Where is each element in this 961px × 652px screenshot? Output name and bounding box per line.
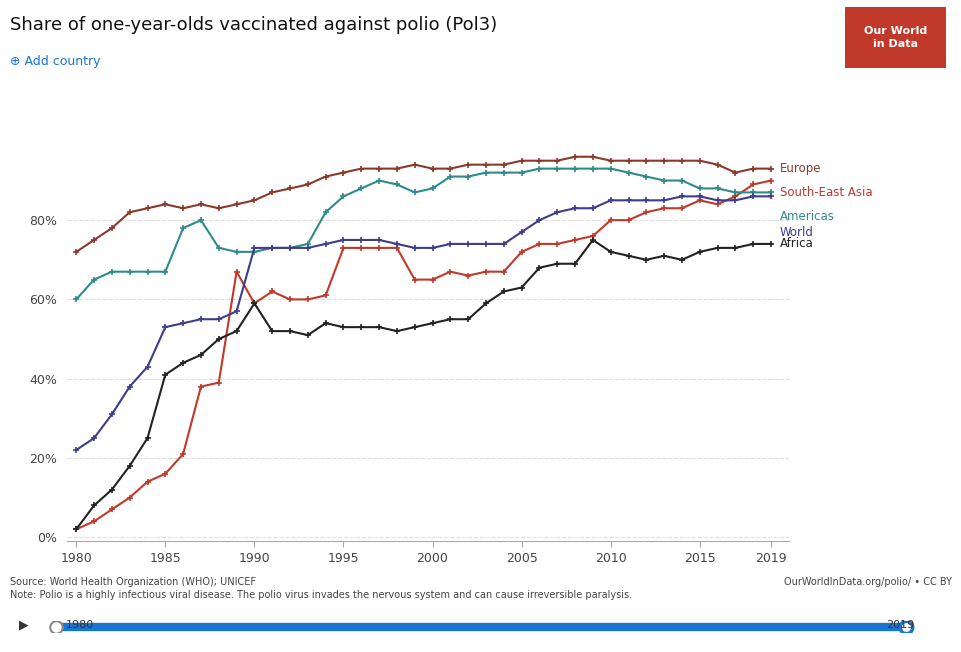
Text: Africa: Africa [779, 237, 813, 250]
Text: World: World [779, 226, 813, 239]
Text: Europe: Europe [779, 162, 821, 175]
Text: Americas: Americas [779, 210, 834, 223]
Text: Source: World Health Organization (WHO); UNICEF
Note: Polio is a highly infectio: Source: World Health Organization (WHO);… [10, 577, 631, 600]
Text: South-East Asia: South-East Asia [779, 186, 872, 199]
Text: 1980: 1980 [65, 619, 94, 630]
Text: ▶: ▶ [19, 618, 29, 631]
Text: 2019: 2019 [885, 619, 913, 630]
Text: Share of one-year-olds vaccinated against polio (Pol3): Share of one-year-olds vaccinated agains… [10, 16, 496, 35]
Text: Our World
in Data: Our World in Data [863, 26, 925, 49]
Text: ⊕ Add country: ⊕ Add country [10, 55, 100, 68]
Text: OurWorldInData.org/polio/ • CC BY: OurWorldInData.org/polio/ • CC BY [783, 577, 951, 587]
